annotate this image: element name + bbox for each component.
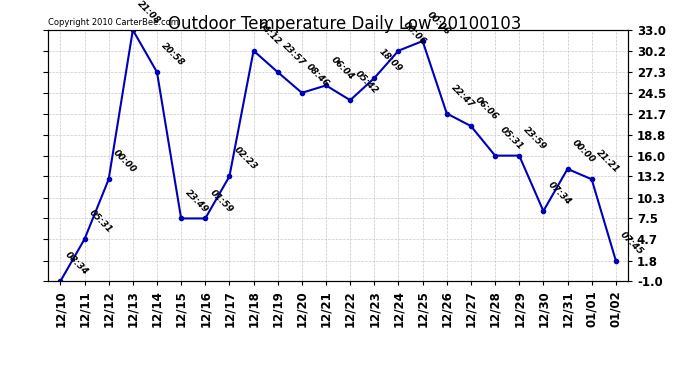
Text: 23:57: 23:57 xyxy=(281,41,307,68)
Text: 00:06: 00:06 xyxy=(426,10,452,37)
Text: 08:34: 08:34 xyxy=(63,251,90,277)
Text: 22:47: 22:47 xyxy=(450,83,476,110)
Text: 00:00: 00:00 xyxy=(571,138,597,165)
Text: 05:42: 05:42 xyxy=(353,69,380,96)
Text: 05:31: 05:31 xyxy=(88,209,114,235)
Text: 00:00: 00:00 xyxy=(112,148,138,175)
Text: 08:46: 08:46 xyxy=(305,62,331,88)
Text: 05:31: 05:31 xyxy=(498,125,524,152)
Text: 23:49: 23:49 xyxy=(184,188,210,214)
Text: Outdoor Temperature Daily Low 20100103: Outdoor Temperature Daily Low 20100103 xyxy=(168,15,522,33)
Text: 07:45: 07:45 xyxy=(619,230,645,256)
Text: 00:06: 00:06 xyxy=(402,20,428,46)
Text: 07:34: 07:34 xyxy=(546,180,573,207)
Text: 06:06: 06:06 xyxy=(474,95,500,122)
Text: Copyright 2010 CarterBee.com: Copyright 2010 CarterBee.com xyxy=(48,18,179,27)
Text: 18:09: 18:09 xyxy=(377,47,404,74)
Text: 06:04: 06:04 xyxy=(329,55,355,81)
Text: 20:58: 20:58 xyxy=(160,41,186,68)
Text: 02:23: 02:23 xyxy=(233,146,259,172)
Text: 21:08: 21:08 xyxy=(136,0,162,26)
Text: 01:59: 01:59 xyxy=(208,188,235,214)
Text: 23:59: 23:59 xyxy=(522,125,549,152)
Text: 04:12: 04:12 xyxy=(257,20,283,46)
Text: 21:21: 21:21 xyxy=(595,148,621,175)
